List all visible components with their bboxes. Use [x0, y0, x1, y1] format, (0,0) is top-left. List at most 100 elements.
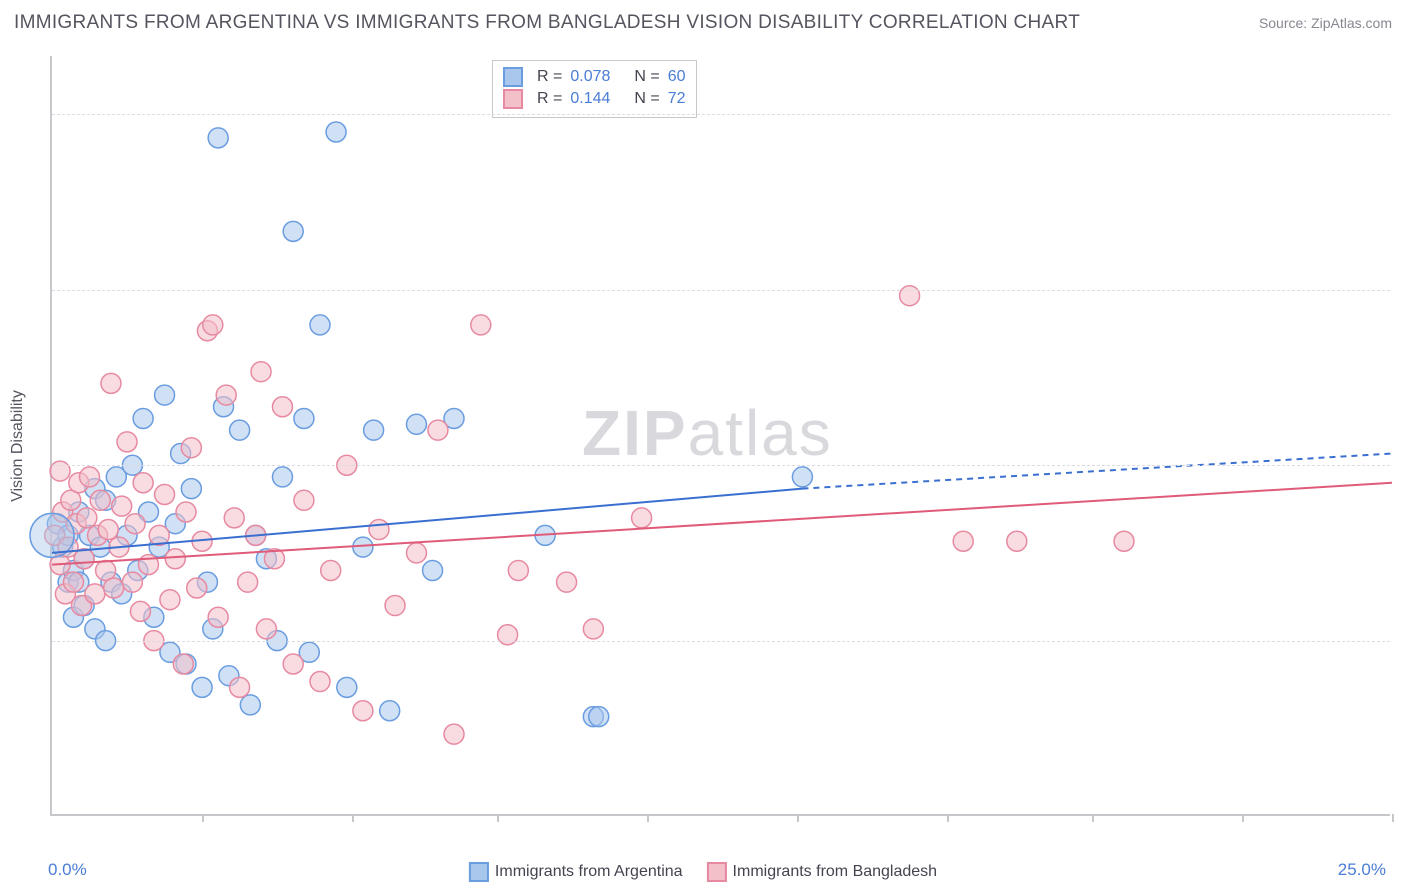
scatter-point	[337, 677, 357, 697]
scatter-point	[294, 408, 314, 428]
x-axis-min-label: 0.0%	[48, 860, 87, 880]
scatter-point	[1007, 531, 1027, 551]
scatter-point	[900, 286, 920, 306]
rn-legend-box: R = 0.078 N = 60 R = 0.144 N = 72	[492, 60, 697, 118]
scatter-point	[1114, 531, 1134, 551]
scatter-point	[125, 514, 145, 534]
scatter-point	[310, 672, 330, 692]
scatter-point	[589, 707, 609, 727]
scatter-point	[216, 385, 236, 405]
rn-r-label-0: R =	[537, 68, 562, 86]
scatter-point	[160, 590, 180, 610]
scatter-point	[583, 619, 603, 639]
scatter-svg	[52, 56, 1390, 814]
chart-title: IMMIGRANTS FROM ARGENTINA VS IMMIGRANTS …	[14, 12, 1080, 34]
bottom-legend: Immigrants from Argentina Immigrants fro…	[469, 862, 937, 882]
scatter-point	[283, 654, 303, 674]
scatter-point	[230, 677, 250, 697]
trend-line-dashed	[802, 454, 1392, 489]
y-tick-label: 3.0%	[1396, 456, 1406, 474]
scatter-point	[369, 520, 389, 540]
scatter-point	[423, 560, 443, 580]
rn-n-label-1: N =	[634, 90, 659, 108]
scatter-point	[953, 531, 973, 551]
scatter-point	[203, 315, 223, 335]
scatter-point	[117, 432, 137, 452]
x-tick	[797, 814, 799, 822]
rn-row-1: R = 0.144 N = 72	[503, 89, 686, 109]
scatter-point	[101, 373, 121, 393]
scatter-point	[428, 420, 448, 440]
legend-entry-0: Immigrants from Argentina	[469, 862, 683, 882]
scatter-point	[155, 484, 175, 504]
scatter-point	[294, 490, 314, 510]
rn-r-value-1: 0.144	[570, 90, 610, 108]
rn-row-0: R = 0.078 N = 60	[503, 67, 686, 87]
scatter-point	[326, 122, 346, 142]
scatter-point	[557, 572, 577, 592]
scatter-point	[122, 572, 142, 592]
scatter-point	[98, 520, 118, 540]
scatter-point	[385, 596, 405, 616]
scatter-point	[498, 625, 518, 645]
scatter-point	[112, 496, 132, 516]
scatter-point	[50, 461, 70, 481]
scatter-point	[256, 619, 276, 639]
rn-n-label-0: N =	[634, 68, 659, 86]
scatter-point	[272, 397, 292, 417]
legend-label-1: Immigrants from Bangladesh	[733, 863, 938, 881]
x-tick	[1092, 814, 1094, 822]
scatter-point	[380, 701, 400, 721]
scatter-point	[321, 560, 341, 580]
scatter-point	[133, 473, 153, 493]
y-axis-title: Vision Disability	[9, 390, 27, 502]
legend-label-0: Immigrants from Argentina	[495, 863, 683, 881]
scatter-point	[155, 385, 175, 405]
legend-swatch-1	[707, 862, 727, 882]
scatter-point	[283, 221, 303, 241]
grid-line	[52, 114, 1390, 115]
scatter-point	[77, 508, 97, 528]
scatter-point	[63, 572, 83, 592]
scatter-point	[133, 408, 153, 428]
scatter-point	[208, 607, 228, 627]
scatter-point	[310, 315, 330, 335]
scatter-point	[471, 315, 491, 335]
x-tick	[947, 814, 949, 822]
scatter-point	[508, 560, 528, 580]
legend-entry-1: Immigrants from Bangladesh	[707, 862, 938, 882]
scatter-point	[181, 438, 201, 458]
grid-line	[52, 465, 1390, 466]
scatter-point	[181, 479, 201, 499]
scatter-point	[406, 543, 426, 563]
scatter-point	[238, 572, 258, 592]
y-tick-label: 4.5%	[1396, 281, 1406, 299]
rn-swatch-1	[503, 89, 523, 109]
scatter-point	[173, 654, 193, 674]
scatter-point	[240, 695, 260, 715]
scatter-point	[130, 601, 150, 621]
x-tick	[1392, 814, 1394, 822]
scatter-point	[192, 677, 212, 697]
grid-line	[52, 290, 1390, 291]
y-tick-label: 6.0%	[1396, 105, 1406, 123]
grid-line	[52, 641, 1390, 642]
scatter-point	[208, 128, 228, 148]
scatter-point	[364, 420, 384, 440]
y-tick-label: 1.5%	[1396, 632, 1406, 650]
x-axis-max-label: 25.0%	[1338, 860, 1386, 880]
scatter-point	[406, 414, 426, 434]
x-tick	[352, 814, 354, 822]
rn-swatch-0	[503, 67, 523, 87]
scatter-point	[353, 701, 373, 721]
scatter-point	[230, 420, 250, 440]
rn-n-value-0: 60	[668, 68, 686, 86]
rn-r-value-0: 0.078	[570, 68, 610, 86]
rn-n-value-1: 72	[668, 90, 686, 108]
scatter-point	[224, 508, 244, 528]
scatter-point	[353, 537, 373, 557]
x-tick	[497, 814, 499, 822]
scatter-point	[90, 490, 110, 510]
scatter-point	[176, 502, 196, 522]
source-label: Source: ZipAtlas.com	[1259, 15, 1392, 31]
